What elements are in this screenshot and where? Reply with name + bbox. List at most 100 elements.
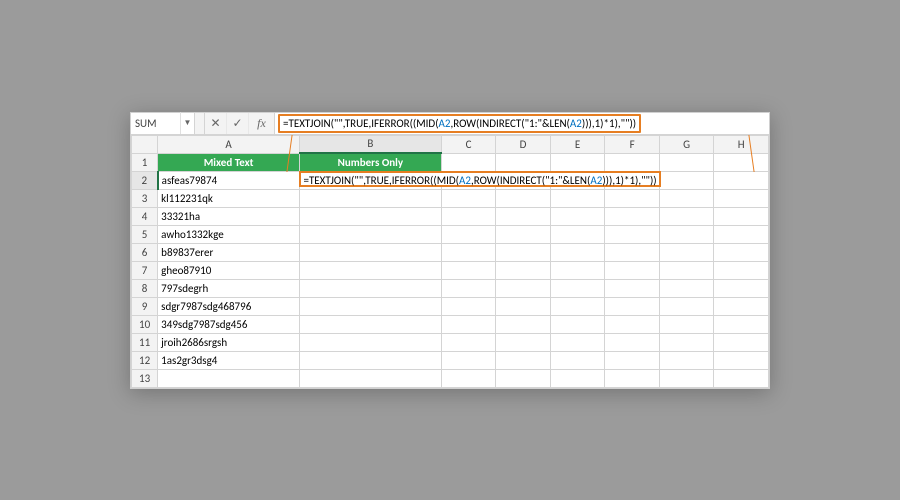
cell[interactable] <box>496 153 551 171</box>
row-header[interactable]: 1 <box>132 153 158 171</box>
cell[interactable] <box>299 333 441 351</box>
cell[interactable] <box>441 189 496 207</box>
cell[interactable] <box>496 369 551 387</box>
cell[interactable] <box>550 369 605 387</box>
cell[interactable]: 33321ha <box>158 207 300 225</box>
cell[interactable] <box>496 225 551 243</box>
row-header[interactable]: 10 <box>132 315 158 333</box>
cell[interactable] <box>299 315 441 333</box>
cell[interactable] <box>496 243 551 261</box>
enter-icon[interactable]: ✓ <box>227 113 249 134</box>
cell[interactable] <box>659 243 714 261</box>
cell[interactable] <box>605 297 660 315</box>
row-header[interactable]: 6 <box>132 243 158 261</box>
cell[interactable] <box>659 333 714 351</box>
cell[interactable]: 797sdegrh <box>158 279 300 297</box>
cell[interactable] <box>441 297 496 315</box>
name-box[interactable]: SUM ▼ <box>131 113 195 134</box>
col-header-H[interactable]: H <box>714 135 769 153</box>
name-box-dropdown-icon[interactable]: ▼ <box>180 112 194 134</box>
cell[interactable] <box>659 315 714 333</box>
cell[interactable] <box>550 351 605 369</box>
row-header[interactable]: 3 <box>132 189 158 207</box>
col-header-A[interactable]: A <box>158 135 300 153</box>
cell[interactable] <box>605 243 660 261</box>
cell[interactable] <box>659 261 714 279</box>
cell[interactable]: gheo87910 <box>158 261 300 279</box>
col-header-G[interactable]: G <box>659 135 714 153</box>
cell[interactable] <box>659 153 714 171</box>
cell[interactable] <box>605 279 660 297</box>
col-header-D[interactable]: D <box>496 135 551 153</box>
cell[interactable]: jroih2686srgsh <box>158 333 300 351</box>
row-header[interactable]: 8 <box>132 279 158 297</box>
cell[interactable] <box>299 261 441 279</box>
cell[interactable] <box>550 279 605 297</box>
col-header-F[interactable]: F <box>605 135 660 153</box>
cell[interactable] <box>714 207 769 225</box>
cell[interactable] <box>714 333 769 351</box>
row-header[interactable]: 5 <box>132 225 158 243</box>
cell[interactable] <box>659 225 714 243</box>
cell[interactable] <box>659 297 714 315</box>
cell[interactable] <box>299 369 441 387</box>
cell[interactable] <box>659 369 714 387</box>
cell[interactable] <box>441 261 496 279</box>
cell[interactable]: kl112231qk <box>158 189 300 207</box>
cell[interactable] <box>714 315 769 333</box>
cell[interactable] <box>550 189 605 207</box>
row-header[interactable]: 12 <box>132 351 158 369</box>
cell[interactable] <box>714 225 769 243</box>
worksheet-grid[interactable]: A B C D E F G H 1 Mixed Text Numbers Onl… <box>131 135 769 388</box>
cell[interactable] <box>496 279 551 297</box>
row-header[interactable]: 7 <box>132 261 158 279</box>
col-header-C[interactable]: C <box>441 135 496 153</box>
cell[interactable] <box>441 333 496 351</box>
cell[interactable] <box>496 333 551 351</box>
cell[interactable]: b89837erer <box>158 243 300 261</box>
cell[interactable]: awho1332kge <box>158 225 300 243</box>
cell[interactable] <box>158 369 300 387</box>
cell[interactable]: 1as2gr3dsg4 <box>158 351 300 369</box>
header-numbers-only[interactable]: Numbers Only <box>299 153 441 171</box>
cell[interactable] <box>714 189 769 207</box>
cell[interactable] <box>299 207 441 225</box>
cell[interactable] <box>550 261 605 279</box>
cell[interactable] <box>550 333 605 351</box>
cell[interactable] <box>550 207 605 225</box>
cell[interactable] <box>441 351 496 369</box>
cell[interactable] <box>605 225 660 243</box>
cell[interactable] <box>550 297 605 315</box>
cell[interactable] <box>496 207 551 225</box>
cell[interactable] <box>605 351 660 369</box>
cancel-icon[interactable]: ✕ <box>205 113 227 134</box>
col-header-B[interactable]: B <box>299 135 441 153</box>
formula-input[interactable]: =TEXTJOIN("",TRUE,IFERROR((MID(A2,ROW(IN… <box>275 113 769 134</box>
cell[interactable] <box>496 261 551 279</box>
cell-A2[interactable]: asfeas79874 <box>158 171 300 189</box>
cell[interactable] <box>714 279 769 297</box>
cell[interactable]: sdgr7987sdg468796 <box>158 297 300 315</box>
cell[interactable] <box>714 261 769 279</box>
cell[interactable] <box>441 369 496 387</box>
cell[interactable] <box>550 153 605 171</box>
col-header-E[interactable]: E <box>550 135 605 153</box>
cell[interactable] <box>605 261 660 279</box>
cell[interactable] <box>299 279 441 297</box>
row-header[interactable]: 13 <box>132 369 158 387</box>
cell[interactable] <box>496 297 551 315</box>
fx-icon[interactable]: fx <box>249 113 275 134</box>
cell[interactable] <box>299 243 441 261</box>
cell[interactable] <box>605 189 660 207</box>
cell[interactable] <box>299 297 441 315</box>
cell[interactable] <box>550 225 605 243</box>
cell[interactable] <box>441 315 496 333</box>
cell[interactable] <box>441 243 496 261</box>
cell[interactable] <box>605 333 660 351</box>
cell[interactable] <box>714 153 769 171</box>
cell[interactable] <box>714 243 769 261</box>
cell[interactable] <box>714 369 769 387</box>
header-mixed-text[interactable]: Mixed Text <box>158 153 300 171</box>
cell[interactable] <box>714 297 769 315</box>
cell[interactable] <box>714 351 769 369</box>
